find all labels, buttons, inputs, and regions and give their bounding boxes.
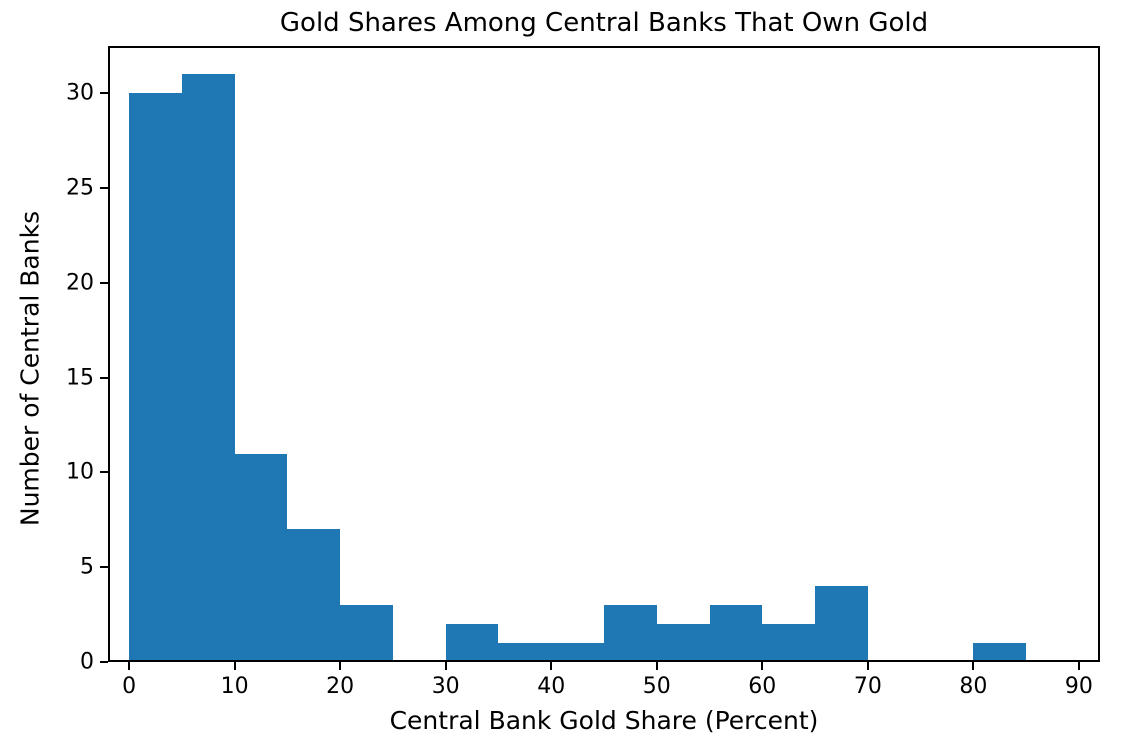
x-tick-label: 20	[326, 674, 354, 699]
x-axis-label: Central Bank Gold Share (Percent)	[390, 706, 819, 735]
histogram-bar	[340, 605, 393, 662]
histogram-bar	[446, 624, 499, 662]
histogram-bar	[498, 643, 551, 662]
x-tick-label: 30	[432, 674, 460, 699]
y-tick	[100, 661, 108, 663]
y-tick	[100, 92, 108, 94]
figure: Gold Shares Among Central Banks That Own…	[0, 0, 1126, 746]
y-tick-label: 10	[66, 460, 94, 485]
x-tick-label: 70	[854, 674, 882, 699]
x-tick-label: 60	[748, 674, 776, 699]
x-tick	[867, 662, 869, 670]
x-tick-label: 80	[959, 674, 987, 699]
y-tick	[100, 566, 108, 568]
x-tick	[972, 662, 974, 670]
x-tick-label: 50	[643, 674, 671, 699]
x-tick	[128, 662, 130, 670]
histogram-bar	[815, 586, 868, 662]
y-tick-label: 5	[80, 555, 94, 580]
histogram-bar	[551, 643, 604, 662]
y-tick-label: 15	[66, 365, 94, 390]
x-tick	[234, 662, 236, 670]
histogram-bar	[604, 605, 657, 662]
y-tick-label: 20	[66, 270, 94, 295]
histogram-bar	[710, 605, 763, 662]
y-tick	[100, 471, 108, 473]
x-tick-label: 40	[537, 674, 565, 699]
x-tick	[656, 662, 658, 670]
histogram-bar	[973, 643, 1026, 662]
y-tick	[100, 282, 108, 284]
plot-area: 0102030405060708090051015202530	[108, 46, 1100, 662]
y-tick	[100, 377, 108, 379]
x-tick	[550, 662, 552, 670]
y-tick-label: 25	[66, 176, 94, 201]
histogram-bar	[657, 624, 710, 662]
x-tick-label: 90	[1065, 674, 1093, 699]
x-tick-label: 10	[221, 674, 249, 699]
chart-title: Gold Shares Among Central Banks That Own…	[280, 8, 928, 38]
y-tick-label: 0	[80, 650, 94, 675]
histogram-bar	[762, 624, 815, 662]
histogram-bar	[235, 454, 288, 662]
x-tick	[445, 662, 447, 670]
histogram-bar	[287, 529, 340, 662]
x-tick	[1078, 662, 1080, 670]
x-tick	[339, 662, 341, 670]
y-axis-label: Number of Central Banks	[16, 211, 45, 526]
x-tick	[761, 662, 763, 670]
y-tick-label: 30	[66, 81, 94, 106]
y-tick	[100, 187, 108, 189]
histogram-bar	[129, 93, 182, 662]
x-tick-label: 0	[122, 674, 136, 699]
histogram-bar	[182, 74, 235, 662]
